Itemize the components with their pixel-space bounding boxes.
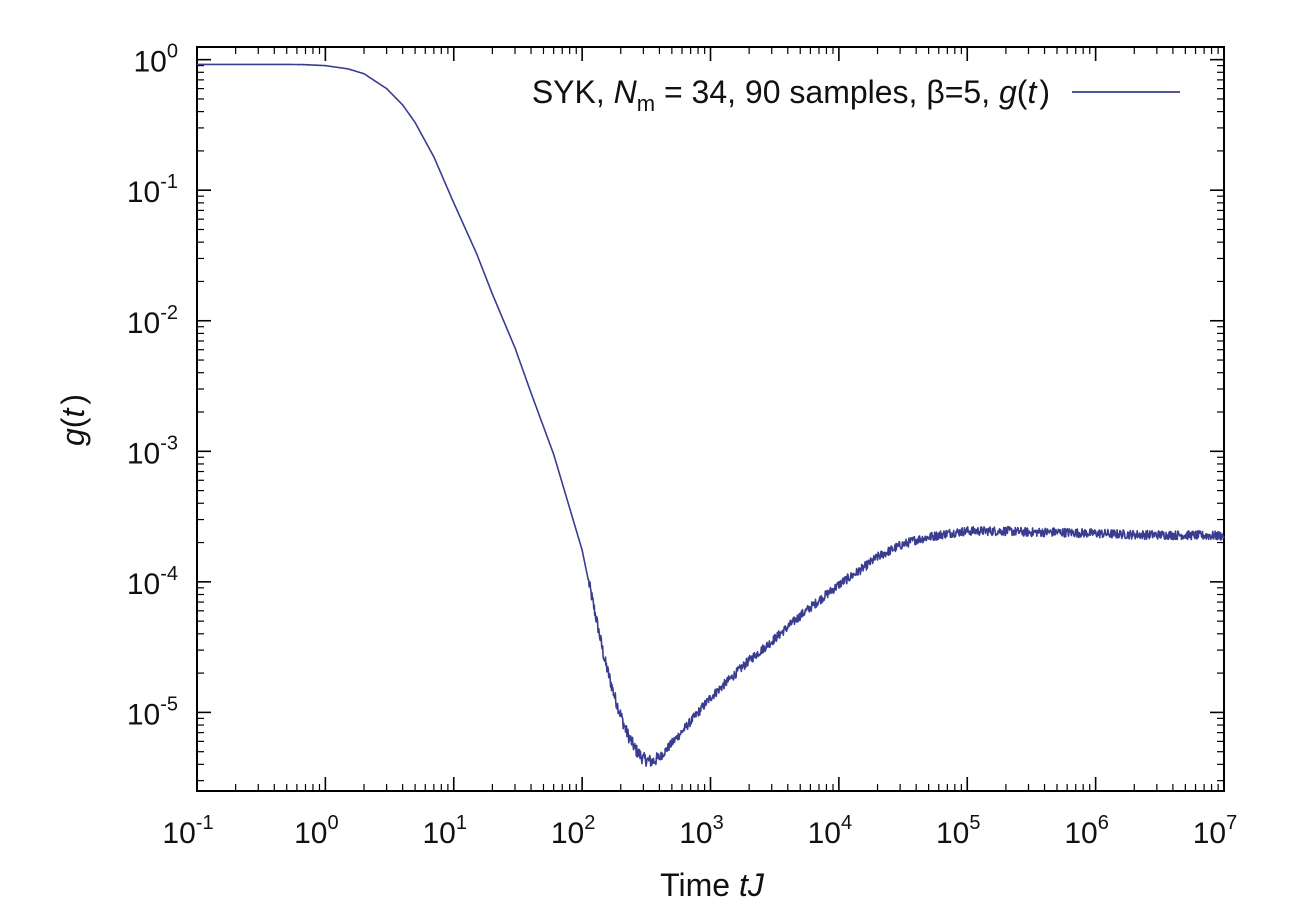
- x-tick-label: 106: [1064, 812, 1109, 850]
- x-tick-label: 107: [1193, 812, 1238, 850]
- y-tick-label: 10-5: [127, 693, 178, 731]
- minor-ticks: [197, 47, 1224, 791]
- x-tick-label: 101: [423, 812, 468, 850]
- major-ticks: [196, 47, 1225, 791]
- series-line-g-t: [196, 63, 1225, 767]
- x-tick-label: 10-1: [162, 812, 213, 850]
- plot-frame: [196, 46, 1225, 792]
- y-tick-label: 10-4: [127, 563, 178, 601]
- y-axis-title: g(t): [55, 394, 91, 446]
- y-tick-label: 10-1: [127, 171, 178, 209]
- y-tick-labels: 100 10-1 10-2 10-3 10-4 10-5: [127, 41, 178, 732]
- x-tick-label: 105: [936, 812, 981, 850]
- x-axis-title: Time tJ: [660, 867, 765, 903]
- y-tick-label: 100: [134, 41, 179, 79]
- y-tick-label: 10-3: [127, 432, 178, 470]
- x-tick-label: 100: [294, 812, 339, 850]
- legend-label: SYK, Nm = 34, 90 samples, β=5, g(t): [532, 74, 1050, 116]
- x-tick-label: 102: [551, 812, 596, 850]
- y-tick-label: 10-2: [127, 302, 178, 340]
- x-tick-label: 104: [808, 812, 853, 850]
- plot-area: [196, 46, 1225, 792]
- x-tick-labels: 10-1 100 101 102 103 104 105 106 107: [162, 812, 1237, 850]
- x-tick-label: 103: [679, 812, 724, 850]
- legend: SYK, Nm = 34, 90 samples, β=5, g(t): [532, 74, 1180, 116]
